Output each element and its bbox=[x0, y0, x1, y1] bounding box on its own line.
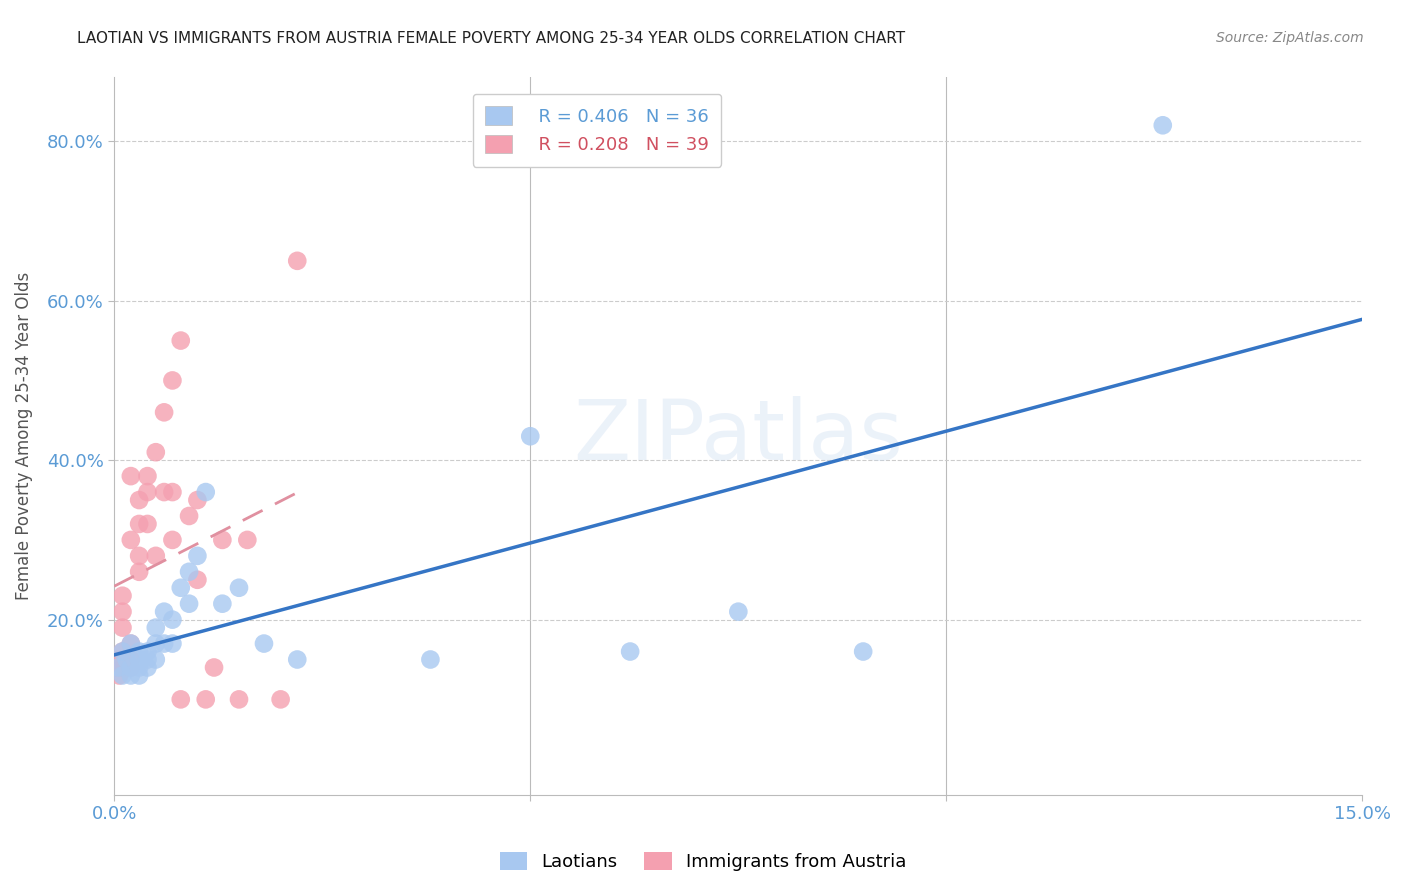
Point bbox=[120, 660, 142, 674]
Point bbox=[153, 485, 176, 500]
Point bbox=[128, 668, 150, 682]
Point bbox=[107, 660, 129, 674]
Point bbox=[120, 469, 142, 483]
Point bbox=[177, 597, 200, 611]
Point bbox=[136, 516, 159, 531]
Point bbox=[186, 493, 208, 508]
Point bbox=[111, 589, 134, 603]
Point bbox=[145, 621, 167, 635]
Point bbox=[852, 644, 875, 658]
Point bbox=[162, 485, 184, 500]
Point bbox=[128, 516, 150, 531]
Point bbox=[120, 660, 142, 674]
Point bbox=[136, 652, 159, 666]
Point bbox=[211, 597, 233, 611]
Point bbox=[104, 652, 127, 666]
Point bbox=[111, 644, 134, 658]
Point bbox=[228, 581, 250, 595]
Point bbox=[111, 605, 134, 619]
Point bbox=[111, 644, 134, 658]
Text: ZIPatlas: ZIPatlas bbox=[574, 396, 903, 476]
Legend:   R = 0.406   N = 36,   R = 0.208   N = 39: R = 0.406 N = 36, R = 0.208 N = 39 bbox=[472, 94, 721, 167]
Point bbox=[228, 692, 250, 706]
Point bbox=[136, 485, 159, 500]
Point bbox=[128, 549, 150, 563]
Text: Source: ZipAtlas.com: Source: ZipAtlas.com bbox=[1216, 31, 1364, 45]
Point bbox=[519, 429, 541, 443]
Legend: Laotians, Immigrants from Austria: Laotians, Immigrants from Austria bbox=[492, 845, 914, 879]
Point bbox=[120, 636, 142, 650]
Point bbox=[120, 533, 142, 547]
Y-axis label: Female Poverty Among 25-34 Year Olds: Female Poverty Among 25-34 Year Olds bbox=[15, 272, 32, 600]
Point bbox=[419, 652, 441, 666]
Point bbox=[136, 469, 159, 483]
Point bbox=[170, 334, 193, 348]
Point bbox=[111, 621, 134, 635]
Point bbox=[236, 533, 259, 547]
Point bbox=[211, 533, 233, 547]
Point bbox=[153, 605, 176, 619]
Point bbox=[270, 692, 292, 706]
Point bbox=[145, 445, 167, 459]
Point bbox=[107, 660, 129, 674]
Point bbox=[120, 652, 142, 666]
Point bbox=[1152, 118, 1174, 132]
Point bbox=[285, 253, 308, 268]
Point bbox=[202, 660, 225, 674]
Point bbox=[145, 549, 167, 563]
Point bbox=[145, 636, 167, 650]
Point bbox=[186, 573, 208, 587]
Point bbox=[162, 373, 184, 387]
Point bbox=[153, 405, 176, 419]
Point bbox=[186, 549, 208, 563]
Point bbox=[162, 636, 184, 650]
Point bbox=[177, 508, 200, 523]
Point bbox=[128, 644, 150, 658]
Point bbox=[115, 652, 138, 666]
Point bbox=[108, 668, 131, 682]
Point bbox=[136, 644, 159, 658]
Point bbox=[128, 565, 150, 579]
Point bbox=[285, 652, 308, 666]
Point bbox=[170, 692, 193, 706]
Point bbox=[162, 613, 184, 627]
Point bbox=[111, 668, 134, 682]
Point bbox=[194, 692, 217, 706]
Point bbox=[111, 660, 134, 674]
Point bbox=[145, 652, 167, 666]
Point bbox=[128, 493, 150, 508]
Point bbox=[153, 636, 176, 650]
Point bbox=[194, 485, 217, 500]
Point bbox=[619, 644, 641, 658]
Point bbox=[162, 533, 184, 547]
Text: LAOTIAN VS IMMIGRANTS FROM AUSTRIA FEMALE POVERTY AMONG 25-34 YEAR OLDS CORRELAT: LAOTIAN VS IMMIGRANTS FROM AUSTRIA FEMAL… bbox=[77, 31, 905, 46]
Point bbox=[727, 605, 749, 619]
Point bbox=[170, 581, 193, 595]
Point bbox=[136, 660, 159, 674]
Point bbox=[177, 565, 200, 579]
Point bbox=[128, 652, 150, 666]
Point bbox=[120, 636, 142, 650]
Point bbox=[120, 668, 142, 682]
Point bbox=[128, 660, 150, 674]
Point bbox=[253, 636, 276, 650]
